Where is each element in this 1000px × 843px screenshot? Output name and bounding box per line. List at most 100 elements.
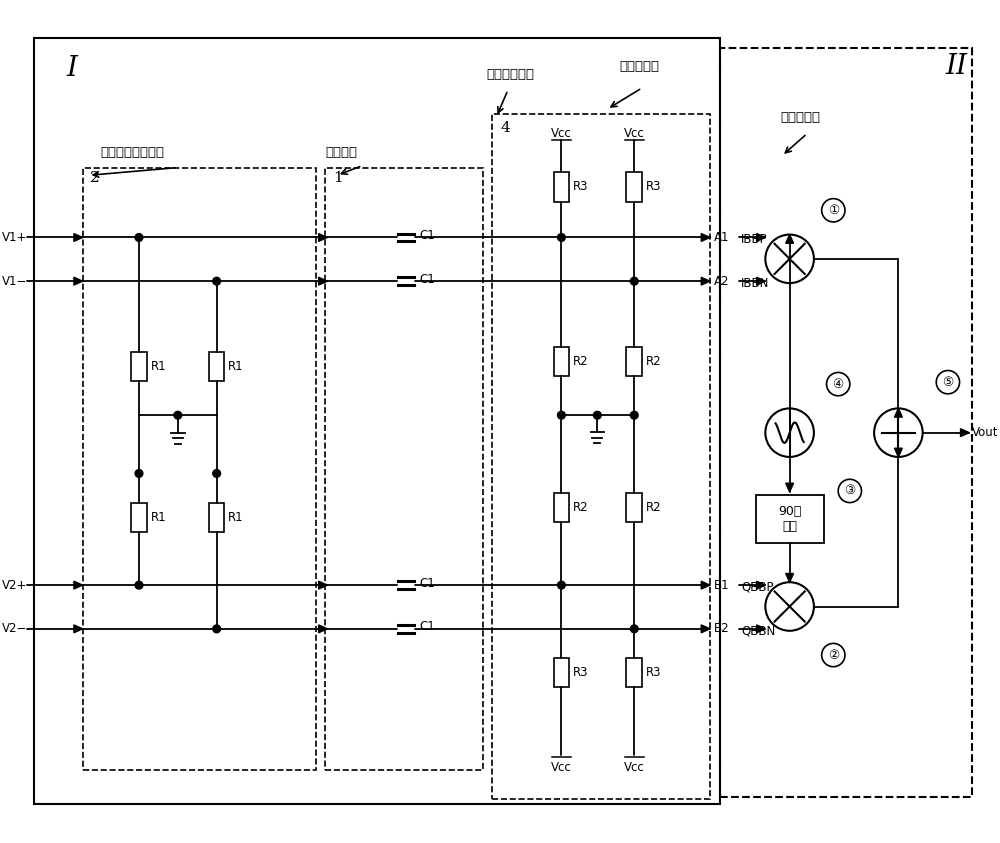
Polygon shape (894, 448, 902, 457)
Text: B1: B1 (714, 578, 729, 592)
Text: ④: ④ (833, 378, 844, 390)
Text: R1: R1 (228, 360, 244, 373)
Circle shape (558, 411, 565, 419)
Bar (626, 347, 642, 376)
Text: C1: C1 (420, 620, 435, 633)
Text: R1: R1 (151, 360, 166, 373)
Text: R3: R3 (646, 180, 661, 194)
Circle shape (135, 470, 143, 477)
Polygon shape (701, 277, 710, 285)
Text: I: I (66, 55, 77, 82)
Text: II: II (945, 53, 967, 80)
Text: 2: 2 (90, 171, 100, 185)
Circle shape (822, 199, 845, 222)
Bar (626, 658, 642, 687)
Polygon shape (319, 581, 327, 589)
Circle shape (822, 643, 845, 667)
Text: R1: R1 (228, 511, 244, 524)
Circle shape (874, 408, 923, 457)
Text: 偏置匹配器: 偏置匹配器 (620, 61, 660, 73)
Bar (131, 352, 147, 381)
Circle shape (838, 480, 861, 502)
Text: IBBN: IBBN (741, 277, 769, 290)
Polygon shape (74, 277, 83, 285)
Text: R2: R2 (646, 501, 662, 514)
Polygon shape (757, 581, 765, 589)
Bar (554, 173, 569, 201)
Polygon shape (319, 234, 327, 241)
Polygon shape (701, 581, 710, 589)
Text: C1: C1 (420, 577, 435, 590)
Text: 1: 1 (333, 171, 343, 185)
Bar (131, 502, 147, 532)
Polygon shape (701, 625, 710, 633)
Circle shape (213, 277, 221, 285)
Circle shape (936, 371, 960, 394)
Polygon shape (786, 234, 794, 244)
Text: A2: A2 (714, 275, 729, 287)
Circle shape (630, 625, 638, 633)
Text: Vcc: Vcc (624, 127, 645, 140)
Bar (720, 48, 972, 797)
Text: Vout: Vout (972, 427, 999, 439)
Polygon shape (757, 625, 765, 633)
Circle shape (558, 234, 565, 241)
Text: R2: R2 (573, 355, 589, 368)
Polygon shape (74, 234, 83, 241)
Text: ③: ③ (844, 485, 855, 497)
Circle shape (827, 373, 850, 395)
Text: B2: B2 (714, 622, 729, 636)
Text: 直流偏置电路: 直流偏置电路 (487, 68, 535, 81)
Text: Vcc: Vcc (624, 761, 645, 774)
Bar (209, 352, 224, 381)
Text: C1: C1 (420, 273, 435, 286)
Circle shape (135, 582, 143, 589)
Circle shape (135, 234, 143, 241)
Bar (554, 347, 569, 376)
Circle shape (765, 234, 814, 283)
Text: IBBP: IBBP (741, 233, 768, 246)
Text: R2: R2 (646, 355, 662, 368)
Bar (209, 502, 224, 532)
Bar (554, 493, 569, 522)
Polygon shape (319, 625, 327, 633)
Text: QBBN: QBBN (741, 625, 775, 637)
Polygon shape (757, 234, 765, 241)
Text: V1+: V1+ (2, 231, 27, 244)
Polygon shape (74, 581, 83, 589)
Circle shape (765, 583, 814, 631)
Text: V2−: V2− (2, 622, 27, 636)
Circle shape (630, 277, 638, 285)
Text: R3: R3 (573, 666, 589, 679)
Circle shape (593, 411, 601, 419)
Text: Vcc: Vcc (551, 761, 572, 774)
Text: QBBP: QBBP (741, 581, 774, 593)
Text: C1: C1 (420, 229, 435, 242)
Text: ②: ② (828, 648, 839, 662)
Text: 正交调制器: 正交调制器 (780, 111, 820, 124)
Circle shape (630, 411, 638, 419)
Text: R3: R3 (573, 180, 589, 194)
Polygon shape (74, 625, 83, 633)
Text: 4: 4 (500, 121, 510, 135)
Polygon shape (701, 234, 710, 241)
Polygon shape (894, 408, 902, 417)
Circle shape (213, 470, 221, 477)
Circle shape (213, 625, 221, 633)
Text: ⑤: ⑤ (942, 376, 954, 389)
Text: 90度
相移: 90度 相移 (778, 505, 801, 533)
Text: ①: ① (828, 204, 839, 217)
Polygon shape (319, 277, 327, 285)
Polygon shape (961, 429, 969, 437)
Bar (626, 173, 642, 201)
Bar (83, 168, 316, 770)
Text: V2+: V2+ (2, 578, 27, 592)
Text: Vcc: Vcc (551, 127, 572, 140)
Bar (492, 114, 710, 799)
Circle shape (558, 582, 565, 589)
Text: R2: R2 (573, 501, 589, 514)
Text: 隔直电路: 隔直电路 (325, 146, 357, 158)
Text: V1−: V1− (2, 275, 27, 287)
Text: A1: A1 (714, 231, 729, 244)
Bar (34, 39, 720, 803)
